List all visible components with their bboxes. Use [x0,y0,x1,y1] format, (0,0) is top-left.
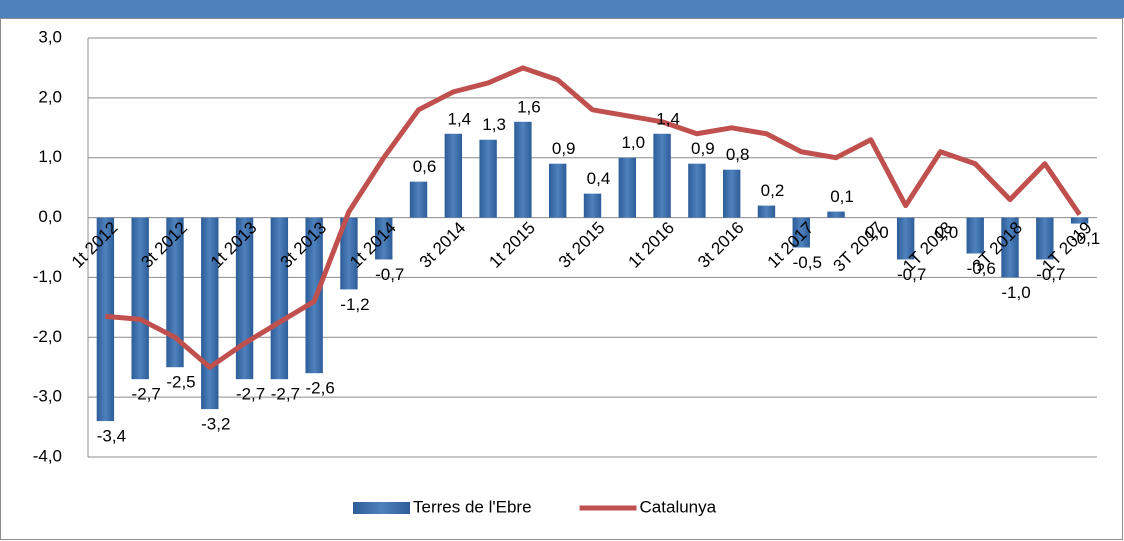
line [105,65,1082,370]
data-label: 1,6 [517,97,541,116]
y-tick-label: -2,0 [33,327,62,346]
bar [375,217,393,260]
y-tick-label: -3,0 [33,387,62,406]
y-tick-label: 3,0 [38,27,62,46]
data-label: -3,4 [97,427,126,446]
data-label: -0,7 [375,265,404,284]
y-tick-label: -1,0 [33,267,62,286]
bar [549,163,567,218]
bar [514,121,532,218]
data-label: 0,0 [935,223,959,242]
y-tick-label: 2,0 [38,87,62,106]
bar [896,217,915,260]
data-label: 0,2 [761,181,785,200]
bar [96,217,115,422]
data-label: 1,4 [656,109,680,128]
bar [688,163,706,218]
bar [1001,217,1019,278]
data-label: 0,0 [865,223,889,242]
legend-label: Terres de l'Ebre [413,497,532,516]
data-label: 1,4 [448,109,472,128]
legend-label: Catalunya [640,497,717,516]
bar [792,217,810,248]
data-label: -2,6 [306,379,335,398]
bar [1070,217,1089,224]
data-label: -0,7 [897,265,926,284]
bar [131,217,149,380]
data-label: -1,0 [1001,283,1030,302]
data-label: -0,6 [967,259,996,278]
data-label: -0,7 [1036,265,1065,284]
bar [409,181,428,218]
y-tick-label: 0,0 [38,207,62,226]
bar [583,193,602,218]
data-label: 0,8 [726,145,750,164]
data-label: -0,5 [793,253,822,272]
data-label: 1,0 [621,133,645,152]
data-label: 0,6 [413,157,437,176]
bar [618,157,636,218]
bar [757,205,776,218]
bar [201,217,219,410]
data-label: 1,3 [482,115,506,134]
y-tick-label: 1,0 [38,147,62,166]
data-label: 0,9 [552,139,576,158]
header-band [0,0,1124,18]
bar [166,217,184,368]
data-label: -2,7 [236,385,265,404]
bar [966,217,984,254]
data-label: 0,1 [830,187,854,206]
chart-frame [0,18,1123,540]
bar [340,217,358,290]
data-label: -2,7 [271,385,300,404]
bar [444,133,463,218]
data-label: -1,2 [340,295,369,314]
data-label: -0,1 [1071,229,1100,248]
data-label: -3,2 [201,415,230,434]
bar [827,211,845,218]
bar [479,139,497,218]
data-label: 0,9 [691,139,715,158]
bar [1036,217,1054,260]
bar [653,133,671,218]
data-label: 0,4 [587,169,611,188]
data-label: -2,7 [132,385,161,404]
legend-swatch [353,502,410,514]
bar [722,169,741,218]
bar [270,217,289,380]
data-label: -2,5 [166,373,195,392]
y-tick-label: -4,0 [33,446,62,465]
